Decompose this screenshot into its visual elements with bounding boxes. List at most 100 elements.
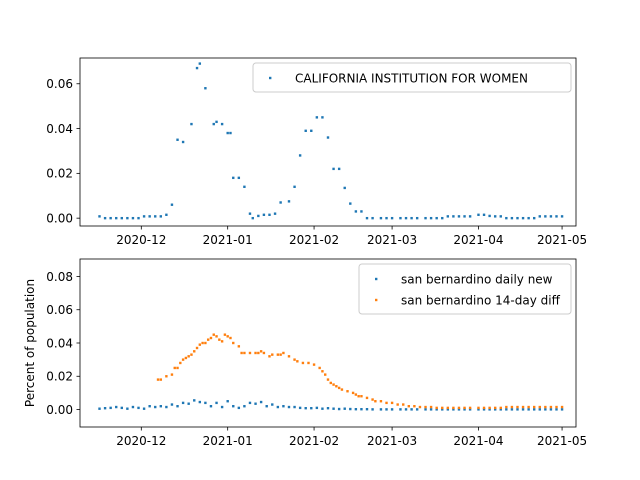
data-point [287, 355, 291, 358]
data-point [187, 402, 190, 405]
data-point [257, 214, 260, 218]
data-point [533, 405, 536, 409]
data-point [304, 407, 307, 410]
chart-1: 0.00 0.02 0.04 0.06 2020-12 2021-01 2021-02 202… [46, 57, 587, 247]
data-point [516, 405, 519, 409]
data-point [457, 408, 461, 411]
data-point [510, 405, 514, 409]
data-point [457, 215, 461, 218]
data-point [533, 408, 536, 411]
data-point [198, 343, 202, 346]
data-point [452, 408, 455, 411]
data-point [371, 398, 374, 401]
data-point [181, 358, 185, 361]
data-point [215, 335, 218, 338]
data-point [510, 216, 514, 220]
data-point [156, 378, 160, 381]
data-point [220, 122, 224, 126]
legend-marker [375, 298, 378, 302]
data-point [385, 408, 388, 411]
data-point [488, 408, 491, 411]
data-point [165, 213, 168, 216]
data-point [371, 408, 374, 411]
data-point [379, 408, 383, 411]
data-point [407, 405, 411, 408]
legend-label: san bernardino 14-day diff [401, 293, 561, 307]
data-point [215, 401, 218, 405]
data-point [463, 215, 466, 218]
data-point [254, 351, 257, 355]
data-point [337, 386, 341, 390]
legend-label: san bernardino daily new [401, 272, 553, 286]
data-point [326, 378, 330, 381]
data-point [404, 408, 408, 411]
data-point [533, 216, 536, 220]
data-point [538, 408, 541, 411]
data-point [312, 363, 316, 366]
data-point [240, 351, 243, 355]
data-point [326, 407, 330, 410]
data-point [276, 353, 280, 356]
data-point [482, 406, 486, 410]
data-point [332, 383, 335, 386]
data-point [170, 373, 174, 376]
data-point [335, 385, 338, 388]
data-point [170, 203, 174, 206]
data-point [549, 215, 553, 218]
y-tick-label: 0.04 [46, 122, 73, 136]
y-axis-label: Percent of population [23, 279, 37, 407]
data-point [282, 351, 285, 355]
data-point [516, 408, 519, 411]
data-point [176, 405, 179, 408]
data-point [98, 407, 101, 410]
data-point [463, 406, 466, 410]
data-point [165, 375, 168, 378]
data-point [232, 405, 235, 408]
data-point [195, 346, 199, 350]
data-point [120, 406, 123, 410]
data-point [237, 176, 241, 180]
data-point [195, 66, 199, 70]
data-point [226, 400, 229, 403]
data-point [396, 403, 399, 406]
data-point [346, 390, 349, 393]
data-point [538, 215, 541, 218]
data-point [190, 122, 193, 126]
data-point [343, 186, 346, 190]
data-point [349, 202, 352, 205]
data-point [226, 131, 229, 135]
x-tick-label: 2021-05 [537, 434, 587, 448]
data-point [337, 167, 341, 171]
data-point [505, 216, 508, 220]
data-point [521, 408, 525, 411]
data-point [399, 216, 402, 220]
data-point [279, 353, 282, 356]
data-point [103, 407, 107, 410]
data-point [315, 116, 319, 119]
data-point [184, 356, 188, 360]
data-point [452, 215, 455, 218]
data-point [435, 216, 438, 220]
series-1 [98, 62, 564, 220]
data-point [429, 216, 433, 220]
data-point [424, 216, 427, 220]
data-point [527, 408, 530, 411]
data-point [365, 396, 369, 400]
data-point [248, 401, 252, 405]
data-point [287, 200, 291, 203]
data-point [293, 358, 296, 361]
y-tick-label: 0.00 [46, 211, 73, 225]
data-point [452, 406, 455, 410]
data-point [499, 408, 502, 411]
x-tick-label: 2021-01 [203, 233, 253, 247]
data-point [273, 212, 277, 215]
data-point [415, 408, 419, 411]
data-point [488, 214, 491, 218]
data-point [287, 405, 291, 409]
data-point [318, 366, 321, 370]
data-point [549, 405, 553, 409]
data-point [390, 401, 394, 405]
data-point [232, 341, 235, 345]
data-point [360, 395, 363, 398]
data-point [521, 405, 525, 409]
